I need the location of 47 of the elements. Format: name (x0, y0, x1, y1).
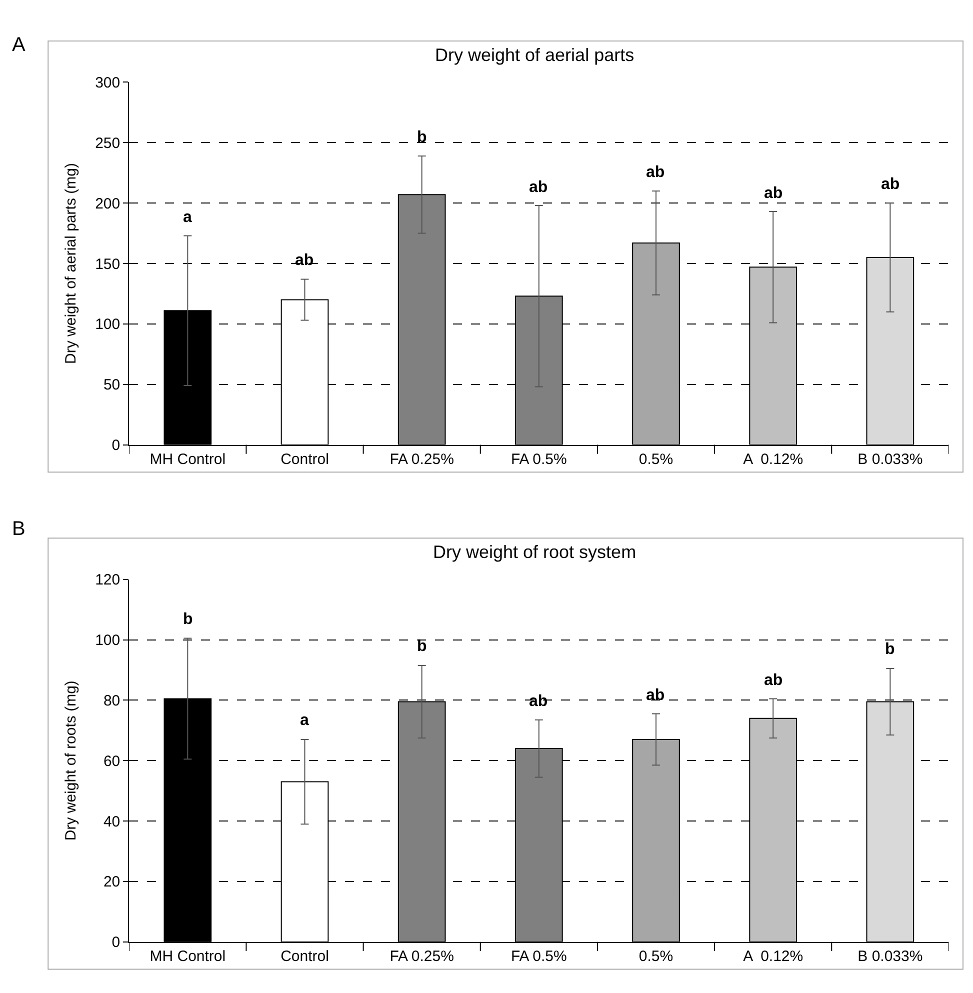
x-tick-label: FA 0.5% (510, 948, 567, 965)
y-tick-label: 120 (95, 572, 120, 589)
y-tick-label: 100 (95, 632, 120, 650)
annotation: b (417, 638, 427, 655)
annotation: a (183, 209, 192, 226)
annotation: b (417, 129, 427, 146)
x-tick-label: Control (280, 948, 329, 965)
y-tick-label: 300 (95, 74, 120, 92)
y-tick-label: 100 (95, 316, 120, 334)
x-tick-label: 0.5% (638, 450, 674, 468)
x-tick-label: A 0.12% (743, 450, 804, 468)
y-tick-label: 50 (103, 376, 120, 394)
x-tick-label: FA 0.25% (390, 948, 454, 965)
x-tick-label: Control (280, 450, 329, 468)
x-tick-label: A 0.12% (743, 948, 804, 965)
chart-title: Dry weight of aerial parts (435, 45, 634, 65)
annotation: b (885, 641, 895, 658)
x-tick-label: MH Control (150, 948, 226, 965)
y-axis-title: Dry weight of aerial parts (mg) (62, 163, 80, 364)
y-tick-label: 200 (95, 195, 120, 212)
annotation: b (183, 611, 193, 628)
y-tick-label: 60 (103, 752, 120, 770)
y-axis-title: Dry weight of roots (mg) (62, 680, 80, 841)
x-tick-label: 0.5% (638, 948, 674, 965)
text: A (12, 34, 26, 56)
chart-title: Dry weight of root system (433, 542, 636, 562)
x-tick-label: FA 0.25% (390, 450, 454, 468)
annotation: ab (764, 185, 783, 202)
y-tick-label: 0 (112, 437, 120, 454)
annotation: ab (529, 179, 548, 196)
x-tick-label: MH Control (150, 450, 226, 468)
annotation: ab (529, 693, 548, 710)
x-tick-label: B 0.033% (858, 948, 923, 965)
y-tick-label: 40 (103, 813, 120, 830)
y-tick-label: 250 (95, 134, 120, 152)
annotation: ab (646, 164, 665, 181)
text: B (12, 518, 26, 540)
annotation: ab (881, 176, 900, 193)
y-tick-label: 80 (103, 692, 120, 710)
x-tick-label: B 0.033% (858, 450, 923, 468)
y-tick-label: 20 (103, 874, 120, 891)
y-tick-label: 0 (112, 934, 120, 952)
y-tick-label: 150 (95, 256, 120, 273)
annotation: a (300, 712, 309, 729)
x-tick-label: FA 0.5% (510, 450, 567, 468)
annotation: ab (646, 687, 665, 704)
annotation: ab (764, 672, 783, 689)
